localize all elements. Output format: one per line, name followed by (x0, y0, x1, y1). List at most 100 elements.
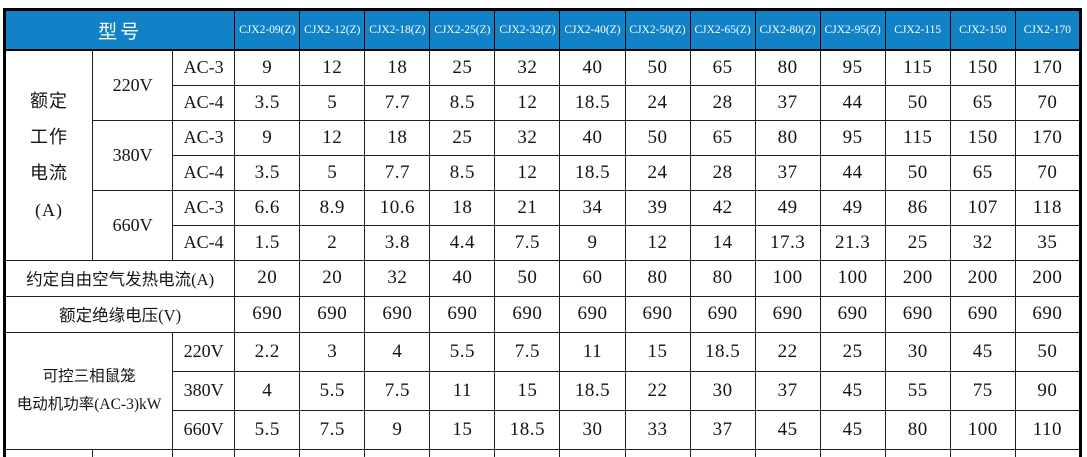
value-cell: 65 (949, 84, 1016, 121)
value-cell: 690 (494, 295, 561, 333)
cutoff-cell (3, 448, 94, 457)
cutoff-cell (559, 448, 626, 457)
voltage-label-660v: 660V (172, 409, 236, 450)
value-cell: 8.5 (429, 154, 496, 191)
value-cell: 4.4 (429, 224, 496, 261)
value-cell: 80 (624, 259, 691, 297)
value-cell: 3.5 (234, 84, 301, 121)
value-cell: 28 (689, 154, 756, 191)
value-cell: 86 (884, 189, 951, 226)
value-cell: 3.5 (234, 154, 301, 191)
row-motor-power-660v: 660V 5.5 7.5 9 15 18.5 30 33 37 45 45 80 100 110 (5, 409, 1082, 450)
value-cell: 75 (949, 370, 1016, 411)
cutoff-cell (172, 448, 236, 457)
value-cell: 15 (429, 409, 496, 450)
rated-current-label: 额定 工作 电流 (A) (3, 49, 94, 261)
value-cell: 18 (429, 189, 496, 226)
value-cell: 18.5 (559, 370, 626, 411)
value-cell: 25 (819, 331, 886, 372)
header-row: 型号 CJX2-09(Z) CJX2-12(Z) CJX2-18(Z) CJX2-25… (3, 9, 1082, 51)
value-cell: 50 (494, 259, 561, 297)
value-cell: 24 (624, 154, 691, 191)
model-header-cell: CJX2-80(Z) (754, 9, 821, 51)
value-cell: 100 (754, 259, 821, 297)
model-column-title: 型号 (3, 9, 236, 51)
value-cell: 690 (949, 295, 1016, 333)
value-cell: 21.3 (819, 224, 886, 261)
value-cell: 39 (624, 189, 691, 226)
value-cell: 50 (624, 49, 691, 86)
value-cell: 8.5 (429, 84, 496, 121)
row-rated-current-660v-ac4: AC-4 1.5 2 3.8 4.4 7.5 9 12 14 17.3 21.3 25 32 35 (5, 224, 1082, 261)
value-cell: 32 (494, 49, 561, 86)
value-cell: 22 (624, 370, 691, 411)
value-cell: 15 (494, 370, 561, 411)
value-cell: 5.5 (234, 409, 301, 450)
row-rated-current-660v-ac3: 660V AC-3 6.6 8.9 10.6 18 21 34 39 42 49 49 86 107 1… (5, 189, 1082, 261)
value-cell: 37 (754, 370, 821, 411)
value-cell: 5 (299, 84, 366, 121)
value-cell: 55 (884, 370, 951, 411)
model-header-cell: CJX2-115 (884, 9, 951, 51)
value-cell: 690 (429, 295, 496, 333)
value-cell: 100 (819, 259, 886, 297)
value-cell: 49 (754, 189, 821, 226)
value-cell: 9 (234, 119, 301, 156)
model-header-cell: CJX2-95(Z) (819, 9, 886, 51)
value-cell: 690 (754, 295, 821, 333)
value-cell: 50 (1014, 331, 1082, 372)
value-cell: 95 (819, 49, 886, 86)
value-cell: 12 (299, 49, 366, 86)
value-cell: 17.3 (754, 224, 821, 261)
value-cell: 40 (429, 259, 496, 297)
insulation-voltage-label: 额定绝缘电压(V) (3, 295, 236, 333)
value-cell: 80 (689, 259, 756, 297)
row-rated-current-220v-ac4: AC-4 3.5 5 7.7 8.5 12 18.5 24 28 37 44 50 65 70 (5, 84, 1082, 121)
value-cell: 115 (884, 49, 951, 86)
value-cell: 90 (1014, 370, 1082, 411)
motor-power-label: 可控三相鼠笼 电动机功率(AC-3)kW (3, 331, 174, 450)
value-cell: 200 (884, 259, 951, 297)
value-cell: 118 (1014, 189, 1082, 226)
model-header-cell: CJX2-40(Z) (559, 9, 626, 51)
value-cell: 25 (429, 119, 496, 156)
value-cell: 65 (689, 49, 756, 86)
value-cell: 200 (949, 259, 1016, 297)
value-cell: 690 (689, 295, 756, 333)
value-cell: 115 (884, 119, 951, 156)
duty-label-ac4: AC-4 (172, 224, 236, 261)
model-header-cell: CJX2-25(Z) (429, 9, 496, 51)
voltage-label-660v: 660V (92, 189, 174, 261)
value-cell: 7.5 (494, 331, 561, 372)
value-cell: 21 (494, 189, 561, 226)
voltage-label-380v: 380V (92, 119, 174, 191)
value-cell: 150 (949, 119, 1016, 156)
value-cell: 95 (819, 119, 886, 156)
value-cell: 45 (754, 409, 821, 450)
value-cell: 690 (559, 295, 626, 333)
value-cell: 170 (1014, 119, 1082, 156)
value-cell: 80 (884, 409, 951, 450)
value-cell: 30 (559, 409, 626, 450)
value-cell: 18 (364, 119, 431, 156)
value-cell: 18.5 (494, 409, 561, 450)
model-header-cell: CJX2-50(Z) (624, 9, 691, 51)
row-rated-current-380v-ac4: AC-4 3.5 5 7.7 8.5 12 18.5 24 28 37 44 50 65 70 (5, 154, 1082, 191)
model-header-cell: CJX2-09(Z) (234, 9, 301, 51)
value-cell: 7.5 (364, 370, 431, 411)
value-cell: 49 (819, 189, 886, 226)
value-cell: 18 (364, 49, 431, 86)
value-cell: 3.8 (364, 224, 431, 261)
value-cell: 2.2 (234, 331, 301, 372)
row-rated-current-220v-ac3: 额定 工作 电流 (A) 220V AC-3 9 12 18 25 32 40 50 65 80… (3, 49, 1082, 261)
duty-label-ac4: AC-4 (172, 84, 236, 121)
value-cell: 4 (234, 370, 301, 411)
value-cell: 22 (754, 331, 821, 372)
value-cell: 11 (429, 370, 496, 411)
value-cell: 5.5 (429, 331, 496, 372)
model-header-cell: CJX2-12(Z) (299, 9, 366, 51)
value-cell: 690 (884, 295, 951, 333)
value-cell: 150 (949, 49, 1016, 86)
value-cell: 70 (1014, 154, 1082, 191)
cutoff-cell (494, 448, 561, 457)
